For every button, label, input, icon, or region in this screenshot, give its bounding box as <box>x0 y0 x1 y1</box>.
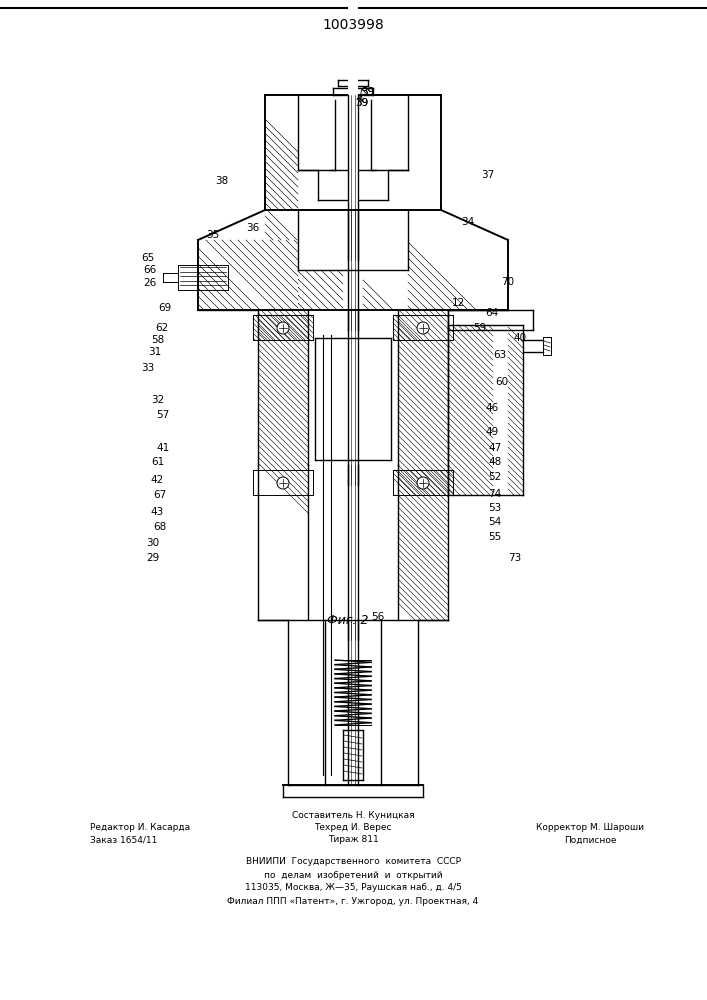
Text: 63: 63 <box>493 350 507 360</box>
Text: 36: 36 <box>246 223 259 233</box>
Text: 37: 37 <box>481 170 495 180</box>
Text: ВНИИПИ  Государственного  комитета  СССР: ВНИИПИ Государственного комитета СССР <box>245 857 460 866</box>
Text: 61: 61 <box>151 457 165 467</box>
Text: 1003998: 1003998 <box>322 18 384 32</box>
Circle shape <box>277 322 289 334</box>
Text: Составитель Н. Куницкая: Составитель Н. Куницкая <box>292 812 414 820</box>
Text: по  делам  изобретений  и  открытий: по делам изобретений и открытий <box>264 870 443 880</box>
Text: 49: 49 <box>486 427 498 437</box>
Text: 73: 73 <box>508 553 522 563</box>
Text: Корректор М. Шароши: Корректор М. Шароши <box>536 824 644 832</box>
Text: 29: 29 <box>146 553 160 563</box>
Text: Тираж 811: Тираж 811 <box>327 836 378 844</box>
Text: 43: 43 <box>151 507 163 517</box>
Text: 39: 39 <box>361 87 375 97</box>
Text: 40: 40 <box>513 333 527 343</box>
Text: 39: 39 <box>356 98 368 108</box>
Text: 31: 31 <box>148 347 162 357</box>
Text: 65: 65 <box>141 253 155 263</box>
Text: 53: 53 <box>489 503 502 513</box>
Bar <box>348 0 358 209</box>
Text: Подписное: Подписное <box>563 836 617 844</box>
Text: Фиг. 2: Фиг. 2 <box>327 613 369 626</box>
Text: 67: 67 <box>153 490 167 500</box>
Text: Техред И. Верес: Техред И. Верес <box>314 824 392 832</box>
Text: 46: 46 <box>486 403 498 413</box>
Text: 70: 70 <box>501 277 515 287</box>
Text: 52: 52 <box>489 472 502 482</box>
Text: 69: 69 <box>158 303 172 313</box>
Text: 42: 42 <box>151 475 163 485</box>
Text: 35: 35 <box>206 230 220 240</box>
Text: 48: 48 <box>489 457 502 467</box>
Text: 68: 68 <box>153 522 167 532</box>
Text: 58: 58 <box>151 335 165 345</box>
Text: 60: 60 <box>496 377 508 387</box>
Circle shape <box>417 322 429 334</box>
Text: 34: 34 <box>462 217 474 227</box>
Text: 39: 39 <box>356 98 368 108</box>
Text: 57: 57 <box>156 410 170 420</box>
Text: Заказ 1654/11: Заказ 1654/11 <box>90 836 158 844</box>
Circle shape <box>277 477 289 489</box>
Text: 56: 56 <box>371 612 385 622</box>
Text: 26: 26 <box>144 278 157 288</box>
Text: 32: 32 <box>151 395 165 405</box>
Text: 64: 64 <box>486 308 498 318</box>
Text: 74: 74 <box>489 489 502 499</box>
Text: 62: 62 <box>156 323 169 333</box>
Circle shape <box>417 477 429 489</box>
Text: Редактор И. Касарда: Редактор И. Касарда <box>90 824 190 832</box>
Text: 66: 66 <box>144 265 157 275</box>
Text: 54: 54 <box>489 517 502 527</box>
Text: 33: 33 <box>141 363 155 373</box>
Text: 30: 30 <box>146 538 160 548</box>
Text: 55: 55 <box>489 532 502 542</box>
Text: 12: 12 <box>451 298 464 308</box>
Text: 41: 41 <box>156 443 170 453</box>
Text: 113035, Москва, Ж—35, Раушская наб., д. 4/5: 113035, Москва, Ж—35, Раушская наб., д. … <box>245 884 462 892</box>
Text: 38: 38 <box>216 176 228 186</box>
Text: 39: 39 <box>361 87 375 97</box>
Text: 59: 59 <box>474 323 486 333</box>
Text: Филиал ППП «Патент», г. Ужгород, ул. Проектная, 4: Филиал ППП «Патент», г. Ужгород, ул. Про… <box>228 896 479 906</box>
Bar <box>338 357 368 459</box>
Text: 47: 47 <box>489 443 502 453</box>
